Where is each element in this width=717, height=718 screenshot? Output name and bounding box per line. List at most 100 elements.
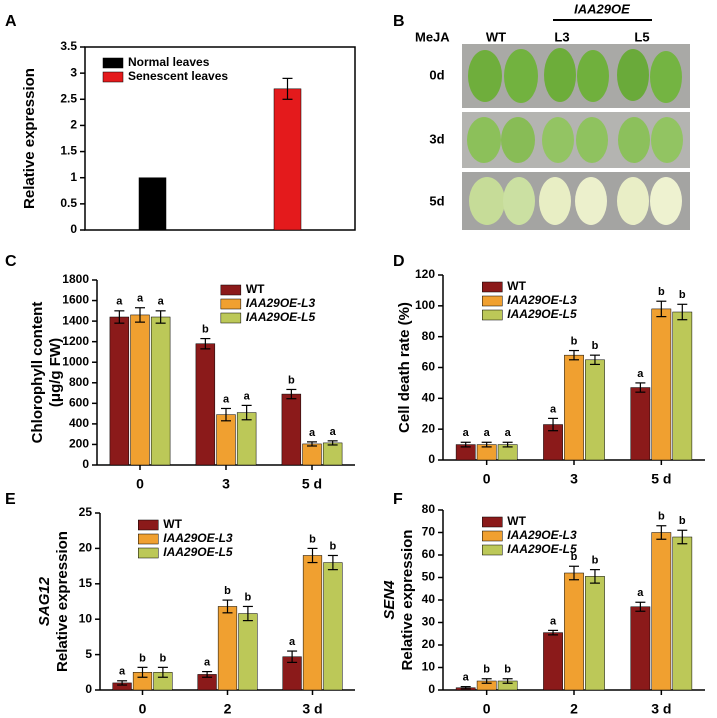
plot-frame — [84, 46, 356, 231]
significance-letter: a — [463, 427, 470, 439]
significance-letter: b — [679, 289, 686, 301]
y-axis-label: SAG12 — [36, 576, 53, 626]
bar — [630, 606, 651, 691]
y-tick-label: 0 — [85, 682, 92, 696]
legend-label: WT — [507, 279, 526, 293]
significance-letter: b — [288, 374, 295, 386]
legend-label: WT — [246, 282, 265, 296]
error-bar — [677, 303, 688, 321]
error-bar — [460, 441, 471, 448]
y-tick-label: 1800 — [62, 272, 89, 286]
bar — [216, 414, 236, 466]
error-bar — [481, 441, 492, 448]
error-bar — [656, 525, 667, 540]
error-bar — [481, 678, 492, 684]
y-tick-label: 3.5 — [60, 39, 77, 53]
error-bar — [137, 666, 148, 678]
bar — [302, 443, 322, 466]
significance-letter: a — [137, 293, 144, 305]
y-axis-label: Cell death rate (%) — [396, 302, 413, 433]
legend-label: WT — [163, 517, 182, 531]
significance-letter: a — [244, 390, 251, 402]
panel-letter: B — [393, 13, 405, 30]
bar — [323, 562, 343, 691]
legend-label: Normal leaves — [128, 55, 210, 69]
bar — [585, 576, 605, 691]
legend-label: IAA29OE-L3 — [507, 293, 577, 307]
significance-letter: b — [245, 591, 252, 603]
y-axis-label: Relative expression — [399, 530, 416, 671]
x-tick-label: 3 d — [651, 701, 671, 717]
legend-label: WT — [507, 514, 526, 528]
significance-letter: b — [592, 555, 599, 567]
photo-panel: B MeJA IAA29OE WT L3 L5 0d 3d 5d — [393, 1, 690, 230]
column-label: WT — [486, 29, 506, 44]
y-tick-label: 40 — [422, 592, 436, 606]
bar — [138, 177, 167, 231]
error-bar — [202, 670, 213, 678]
significance-letter: b — [592, 340, 599, 352]
error-bar — [569, 349, 579, 361]
treatment-label: MeJA — [415, 29, 450, 44]
bar — [585, 359, 605, 461]
legend-label: IAA29OE-L5 — [507, 307, 577, 321]
significance-letter: a — [505, 427, 512, 439]
error-bar — [286, 388, 297, 400]
significance-letter: a — [116, 296, 123, 308]
significance-letter: a — [289, 636, 296, 648]
y-tick-label: 0 — [428, 682, 435, 696]
x-tick-label: 2 — [224, 701, 232, 717]
bar — [322, 442, 343, 466]
legend-swatch — [220, 312, 242, 324]
y-tick-label: 60 — [422, 360, 436, 374]
error-bar — [589, 569, 600, 584]
panel-letter: E — [5, 491, 16, 508]
y-tick-label: 40 — [422, 391, 436, 405]
y-tick-label: 1400 — [62, 313, 89, 327]
error-bar — [307, 441, 317, 447]
y-tick-label: 25 — [79, 505, 93, 519]
significance-letter: b — [139, 652, 146, 664]
panel-letter: F — [393, 491, 403, 508]
error-bar — [656, 300, 667, 318]
error-bar — [117, 680, 128, 686]
y-axis-label: Chlorophyll content — [29, 302, 46, 444]
significance-letter: b — [309, 533, 316, 545]
error-bar — [242, 605, 253, 622]
significance-letter: b — [483, 664, 490, 676]
bar — [273, 88, 302, 231]
error-bar — [502, 678, 513, 684]
legend-label: Senescent leaves — [128, 69, 228, 83]
y-tick-label: 0.5 — [60, 196, 77, 210]
y-tick-label: 20 — [79, 541, 93, 555]
column-label: L5 — [634, 29, 649, 44]
bar — [564, 572, 584, 691]
error-bar — [677, 529, 688, 545]
error-bar — [222, 599, 233, 614]
legend-swatch — [482, 295, 503, 307]
bar — [651, 308, 672, 461]
x-tick-label: 5 d — [302, 476, 322, 492]
significance-letter: b — [571, 551, 578, 563]
y-axis-label: Relative expression — [21, 68, 38, 209]
y-tick-label: 1 — [70, 170, 77, 184]
x-tick-label: 0 — [136, 476, 144, 492]
significance-letter: a — [550, 403, 557, 415]
y-tick-label: 50 — [422, 570, 436, 584]
significance-letter: a — [330, 426, 337, 438]
y-tick-label: 60 — [422, 547, 436, 561]
significance-letter: a — [158, 296, 165, 308]
bar — [651, 532, 672, 691]
significance-letter: a — [223, 393, 230, 405]
legend-swatch — [482, 530, 503, 542]
x-tick-label: 0 — [139, 701, 147, 717]
significance-letter: b — [571, 335, 578, 347]
legend-swatch — [102, 57, 124, 69]
error-bar — [635, 601, 646, 612]
x-tick-label: 3 — [570, 471, 578, 487]
y-tick-label: 800 — [69, 375, 89, 389]
legend-label: IAA29OE-L3 — [246, 296, 316, 310]
x-tick-label: 3 d — [302, 701, 322, 717]
y-tick-label: 20 — [422, 421, 436, 435]
